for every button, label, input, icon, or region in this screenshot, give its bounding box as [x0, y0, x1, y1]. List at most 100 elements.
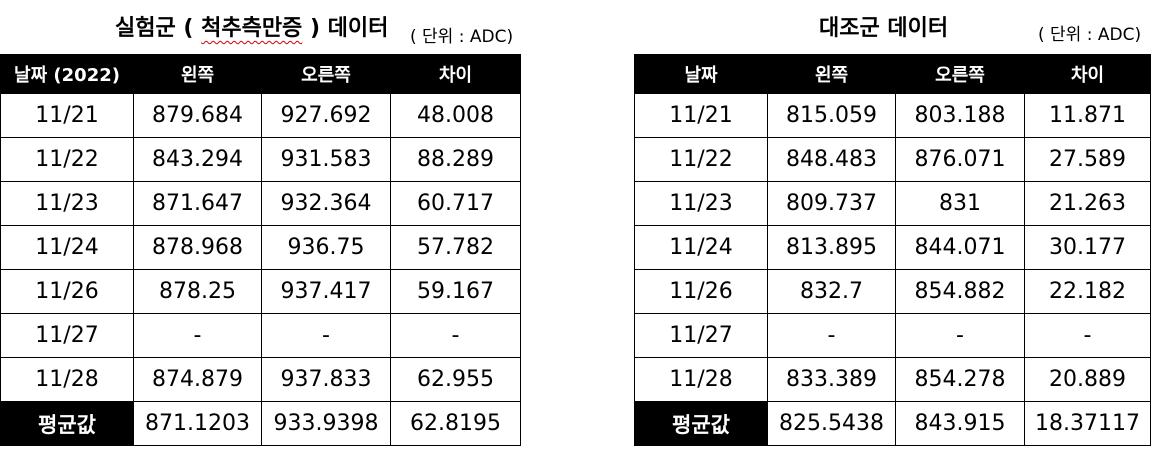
- experimental-group-title: 실험군 ( 척추측만증 ) 데이터: [115, 10, 388, 42]
- cell-left: 878.25: [133, 269, 262, 314]
- table-row: 11/24 878.968 936.75 57.782: [0, 225, 521, 270]
- table-header-row: 날짜 (2022) 왼쪽 오른쪽 차이: [0, 54, 521, 94]
- cell-difference: 20.889: [1024, 357, 1151, 402]
- cell-left: 874.879: [133, 357, 262, 402]
- cell-left: 809.737: [767, 181, 896, 226]
- cell-difference: 22.182: [1024, 269, 1151, 314]
- control-group-panel: 대조군 데이터 ( 단위 : ADC) 날짜 왼쪽 오른쪽 차이 11/21 8…: [634, 0, 1151, 446]
- average-label: 평균값: [0, 401, 134, 446]
- column-header-left: 왼쪽: [133, 54, 262, 94]
- cell-left: 815.059: [767, 93, 896, 138]
- cell-left: 833.389: [767, 357, 896, 402]
- cell-difference: 60.717: [390, 181, 521, 226]
- cell-date: 11/23: [634, 181, 768, 226]
- title-prefix: 실험군 (: [115, 16, 202, 41]
- column-header-right: 오른쪽: [895, 54, 1025, 94]
- average-difference: 18.37117: [1024, 401, 1151, 446]
- table-row: 11/21 879.684 927.692 48.008: [0, 93, 521, 138]
- cell-date: 11/21: [634, 93, 768, 138]
- table-row: 11/23 809.737 831 21.263: [634, 181, 1151, 226]
- column-header-date: 날짜 (2022): [0, 54, 134, 94]
- experimental-group-panel: 실험군 ( 척추측만증 ) 데이터 ( 단위 : ADC) 날짜 (2022) …: [0, 0, 521, 446]
- experimental-group-header: 실험군 ( 척추측만증 ) 데이터 ( 단위 : ADC): [0, 0, 520, 54]
- title-suffix: ) 데이터: [302, 16, 389, 41]
- table-row: 11/27 - - -: [634, 313, 1151, 358]
- table-row: 11/24 813.895 844.071 30.177: [634, 225, 1151, 270]
- cell-difference: 48.008: [390, 93, 521, 138]
- average-left: 825.5438: [767, 401, 896, 446]
- average-left: 871.1203: [133, 401, 262, 446]
- cell-difference: 57.782: [390, 225, 521, 270]
- column-header-difference: 차이: [1024, 54, 1151, 94]
- table-row: 11/26 832.7 854.882 22.182: [634, 269, 1151, 314]
- table-row: 11/28 833.389 854.278 20.889: [634, 357, 1151, 402]
- average-row: 평균값 825.5438 843.915 18.37117: [634, 401, 1151, 446]
- cell-right: 932.364: [261, 181, 391, 226]
- cell-right: 937.417: [261, 269, 391, 314]
- cell-right: 876.071: [895, 137, 1025, 182]
- cell-date: 11/21: [0, 93, 134, 138]
- cell-right: 931.583: [261, 137, 391, 182]
- cell-left: 843.294: [133, 137, 262, 182]
- average-row: 평균값 871.1203 933.9398 62.8195: [0, 401, 521, 446]
- cell-right: -: [261, 313, 391, 358]
- column-header-right: 오른쪽: [261, 54, 391, 94]
- cell-date: 11/27: [634, 313, 768, 358]
- table-header-row: 날짜 왼쪽 오른쪽 차이: [634, 54, 1151, 94]
- cell-left: 832.7: [767, 269, 896, 314]
- cell-left: 848.483: [767, 137, 896, 182]
- cell-date: 11/28: [0, 357, 134, 402]
- cell-right: 937.833: [261, 357, 391, 402]
- cell-right: 854.882: [895, 269, 1025, 314]
- experimental-group-table: 날짜 (2022) 왼쪽 오른쪽 차이 11/21 879.684 927.69…: [0, 54, 521, 446]
- cell-difference: 21.263: [1024, 181, 1151, 226]
- table-row: 11/27 - - -: [0, 313, 521, 358]
- cell-difference: 11.871: [1024, 93, 1151, 138]
- cell-date: 11/26: [0, 269, 134, 314]
- cell-left: 879.684: [133, 93, 262, 138]
- cell-date: 11/22: [0, 137, 134, 182]
- title-highlight: 척추측만증: [201, 16, 303, 41]
- cell-difference: -: [1024, 313, 1151, 358]
- cell-date: 11/22: [634, 137, 768, 182]
- cell-date: 11/26: [634, 269, 768, 314]
- cell-left: 813.895: [767, 225, 896, 270]
- table-row: 11/23 871.647 932.364 60.717: [0, 181, 521, 226]
- average-difference: 62.8195: [390, 401, 521, 446]
- cell-right: 927.692: [261, 93, 391, 138]
- cell-date: 11/24: [0, 225, 134, 270]
- cell-difference: -: [390, 313, 521, 358]
- cell-right: 844.071: [895, 225, 1025, 270]
- cell-right: 831: [895, 181, 1025, 226]
- unit-label: ( 단위 : ADC): [410, 27, 514, 47]
- cell-date: 11/24: [634, 225, 768, 270]
- cell-left: 871.647: [133, 181, 262, 226]
- table-row: 11/22 848.483 876.071 27.589: [634, 137, 1151, 182]
- average-right: 843.915: [895, 401, 1025, 446]
- control-group-header: 대조군 데이터 ( 단위 : ADC): [634, 0, 1150, 54]
- control-group-title: 대조군 데이터: [819, 16, 949, 41]
- cell-difference: 88.289: [390, 137, 521, 182]
- cell-difference: 59.167: [390, 269, 521, 314]
- column-header-left: 왼쪽: [767, 54, 896, 94]
- control-group-table: 날짜 왼쪽 오른쪽 차이 11/21 815.059 803.188 11.87…: [634, 54, 1151, 446]
- cell-difference: 30.177: [1024, 225, 1151, 270]
- cell-left: 878.968: [133, 225, 262, 270]
- unit-label: ( 단위 : ADC): [1038, 25, 1142, 45]
- column-header-difference: 차이: [390, 54, 521, 94]
- cell-right: 803.188: [895, 93, 1025, 138]
- cell-difference: 27.589: [1024, 137, 1151, 182]
- table-row: 11/26 878.25 937.417 59.167: [0, 269, 521, 314]
- average-label: 평균값: [634, 401, 768, 446]
- table-row: 11/28 874.879 937.833 62.955: [0, 357, 521, 402]
- cell-right: 936.75: [261, 225, 391, 270]
- cell-left: -: [133, 313, 262, 358]
- cell-right: 854.278: [895, 357, 1025, 402]
- cell-left: -: [767, 313, 896, 358]
- average-right: 933.9398: [261, 401, 391, 446]
- cell-date: 11/27: [0, 313, 134, 358]
- cell-difference: 62.955: [390, 357, 521, 402]
- column-header-date: 날짜: [634, 54, 768, 94]
- cell-right: -: [895, 313, 1025, 358]
- cell-date: 11/23: [0, 181, 134, 226]
